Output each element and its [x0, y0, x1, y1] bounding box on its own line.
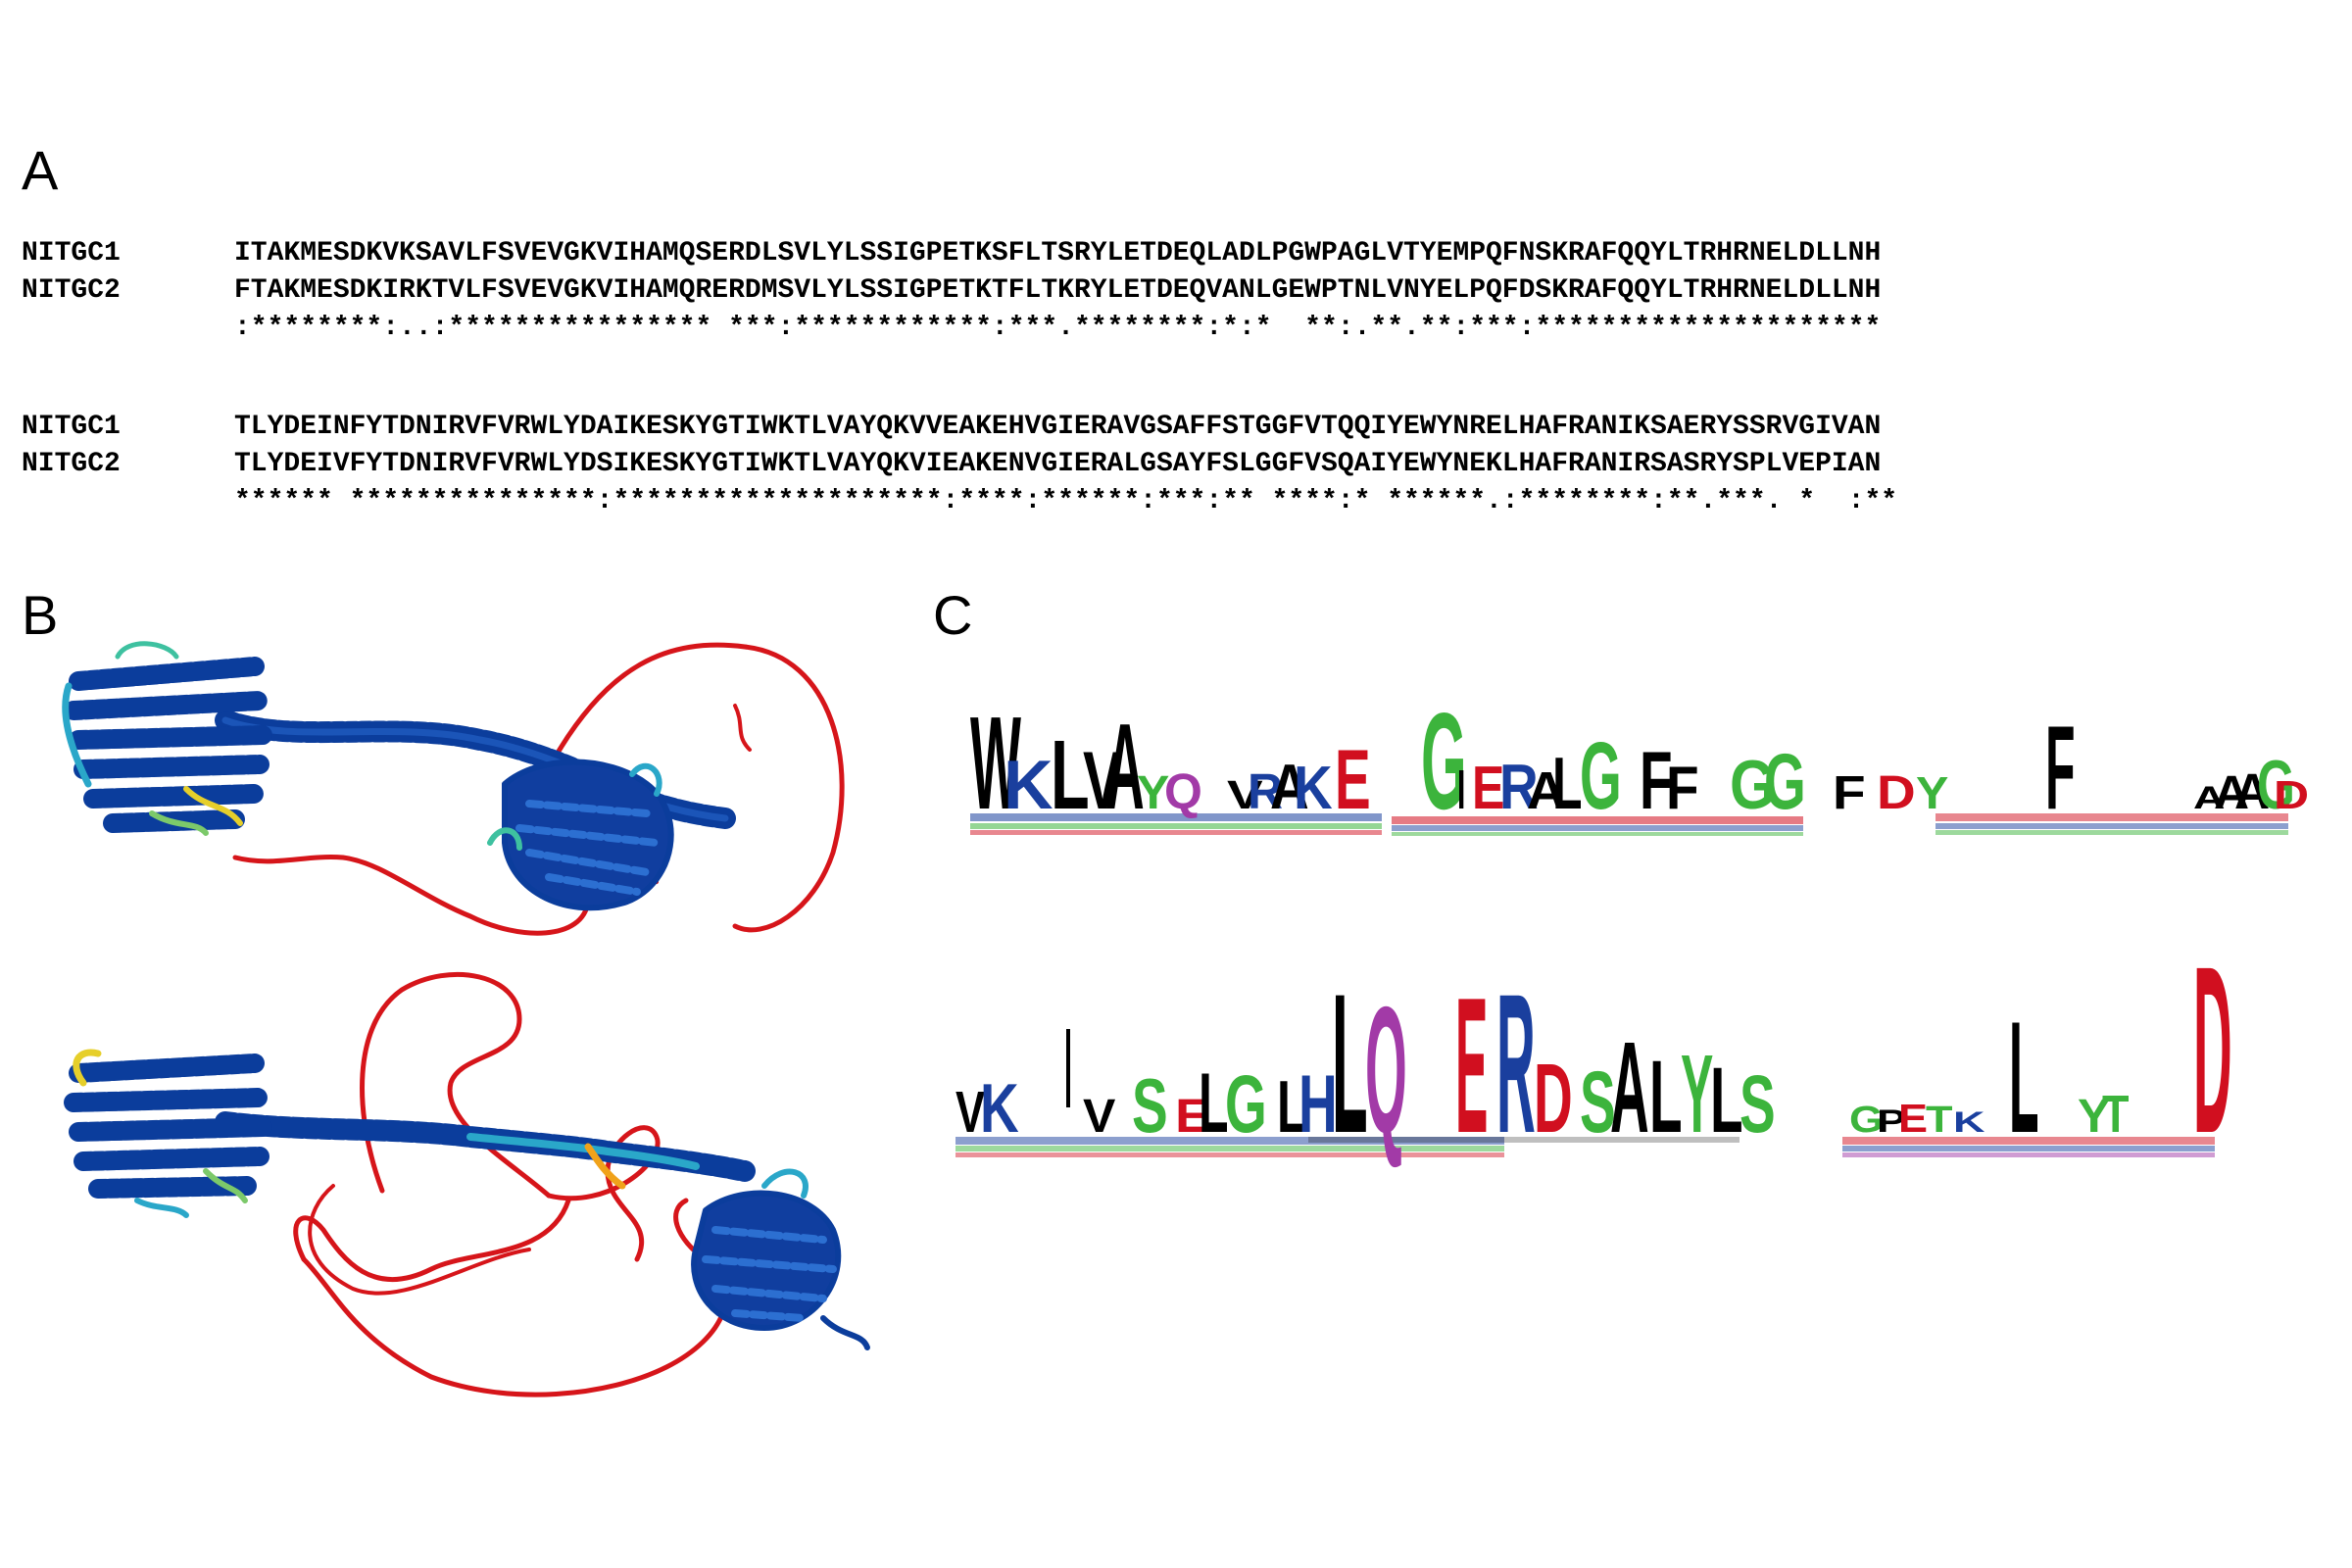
logo-residue-letter: L — [1332, 953, 1368, 1174]
logo-residue-letter: G — [1225, 1059, 1267, 1151]
logo-residue-letter: Y — [2078, 1090, 2110, 1143]
sequence-residues: TLYDEIVFYTDNIRVFVRWLYDSIKESKYGTIWKTLVAYQ… — [234, 449, 1882, 479]
logo-residue-letter: E — [1898, 1097, 1928, 1141]
logo-minor-residues-bar — [970, 813, 2288, 836]
alignment-block-2: NITGC1 TLYDEINFYTDNIRVFVRWLYDAIKESKYGTIWK… — [22, 414, 1897, 525]
logo-residue-letter: G — [1730, 747, 1776, 823]
logo-residue-letter: L — [2009, 989, 2039, 1166]
logo-residue-letter: G — [1764, 736, 1806, 825]
consensus-symbols: :********:..:**************** ***:******… — [234, 313, 1882, 343]
panel-label-c: C — [933, 584, 973, 646]
logo-residue-letter: E — [1472, 754, 1504, 821]
sequence-residues: FTAKMESDKIRKTVLFSVEVGKVIHAMQRERDMSVLYLSS… — [234, 275, 1882, 306]
logo-residue-letter: E — [1175, 1089, 1211, 1142]
logo-residue-letter: K — [1953, 1106, 1985, 1139]
logo-residue-letter: Q — [1164, 762, 1202, 819]
consensus-row: ****** ***************:*****************… — [22, 488, 1897, 525]
logo-residue-letter: S — [1132, 1064, 1168, 1150]
logo-residue-letter: G — [1580, 723, 1622, 829]
logo-residue-letter: A — [2193, 781, 2225, 816]
logo-residue-letter: D — [2193, 918, 2232, 1183]
logo-residue-letter: K — [1294, 755, 1333, 822]
logo-residue-letter: R — [1496, 954, 1536, 1174]
logo-residue-letter: I — [1457, 759, 1465, 821]
logo-residue-letter: F — [1666, 755, 1699, 822]
sequence-residues: TLYDEINFYTDNIRVFVRWLYDAIKESKYGTIWKTLVAYQ… — [234, 412, 1882, 442]
logo-residue-letter: S — [1740, 1059, 1776, 1151]
alignment-row: NITGC2 FTAKMESDKIRKTVLFSVEVGKVIHAMQRERDMS… — [22, 277, 1897, 315]
consensus-symbols: ****** ***************:*****************… — [234, 486, 1898, 516]
logo-residue-letter: L — [1649, 1039, 1683, 1154]
sequence-name: NITGC2 — [22, 449, 121, 479]
logo-residue-letter: D — [1534, 1045, 1573, 1153]
logo-minor-residues-bar — [956, 1137, 2215, 1157]
logo-residue-letter: T — [1926, 1098, 1952, 1140]
logo-residue-letter: K — [1004, 747, 1054, 823]
logo-residue-letter: E — [1455, 958, 1488, 1173]
logo-residue-letter: L — [1051, 720, 1090, 829]
logo-residue-letter: F — [2045, 701, 2076, 834]
logo-residue-letter: D — [1877, 765, 1916, 818]
logo-residue-letter: V — [956, 1080, 985, 1146]
logo-residue-letter: L — [1277, 1065, 1307, 1149]
logo-residue-letter: V — [1083, 1090, 1115, 1143]
panel-label-b: B — [22, 584, 59, 646]
logo-residue-letter: A — [1270, 752, 1309, 822]
sequence-name: NITGC2 — [22, 275, 121, 306]
logo-residue-letter: G — [2257, 747, 2295, 823]
logo-residue-letter: E — [1335, 732, 1371, 827]
logo-residue-letter: K — [980, 1071, 1019, 1148]
alignment-block-1: NITGC1 ITAKMESDKVKSAVLFSVEVGKVIHAMQSERDLS… — [22, 240, 1897, 352]
logo-residue-letter: V — [1227, 773, 1263, 817]
logo-residue-letter: R — [1499, 752, 1539, 822]
logo-residue-letter: A — [1105, 700, 1145, 835]
logo-residue-letter: V — [1083, 735, 1122, 826]
logo-residue-letter: D — [2274, 773, 2309, 817]
alignment-row: NITGC1 TLYDEINFYTDNIRVFVRWLYDAIKESKYGTIWK… — [22, 414, 1897, 451]
logo-residue-letter: F — [1833, 765, 1866, 818]
logo-residue-letter: A — [2234, 762, 2270, 819]
alignment-row: NITGC2 TLYDEIVFYTDNIRVFVRWLYDSIKESKYGTIWK… — [22, 451, 1897, 488]
protein-structure-model-2 — [64, 971, 870, 1397]
logo-residue-letter: G — [1849, 1098, 1884, 1140]
logo-residue-letter: W — [970, 689, 1021, 837]
logo-residue-letter: R — [1248, 762, 1283, 819]
consensus-row: :********:..:**************** ***:******… — [22, 315, 1897, 352]
panel-label-a: A — [22, 139, 59, 201]
sequence-name: NITGC1 — [22, 238, 121, 269]
protein-structure-model-1 — [62, 641, 845, 936]
logo-residue-letter: L — [1710, 1050, 1743, 1152]
logo-residue-letter: S — [1580, 1053, 1616, 1151]
logo-residue-letter: A — [2214, 766, 2249, 819]
logo-residue-letter: Y — [1137, 766, 1169, 819]
logo-residue-letter: Y — [1916, 769, 1948, 819]
logo-residue-letter: Q — [1365, 968, 1407, 1170]
logo-residue-letter: L — [1552, 742, 1583, 825]
logo-residue-letter: P — [1877, 1104, 1906, 1140]
logo-residue-letter: F — [1640, 736, 1673, 827]
sequence-alignment: NITGC1 ITAKMESDKVKSAVLFSVEVGKVIHAMQSERDLS… — [22, 240, 1897, 587]
logo-residue-letter: Y — [1681, 1032, 1713, 1156]
logo-residue-letter: L — [1199, 1055, 1229, 1151]
sequence-residues: ITAKMESDKVKSAVLFSVEVGKVIHAMQSERDLSVLYLSS… — [234, 238, 1882, 269]
logo-residue-letter: H — [1298, 1059, 1338, 1151]
sequence-name: NITGC1 — [22, 412, 121, 442]
alignment-row: NITGC1 ITAKMESDKVKSAVLFSVEVGKVIHAMQSERDLS… — [22, 240, 1897, 277]
logo-residue-letter: T — [2102, 1084, 2129, 1144]
logo-residue-letter: A — [1610, 1015, 1649, 1160]
logo-residue-letter: G — [1421, 684, 1467, 838]
logo-residue-letter: A — [1527, 760, 1566, 819]
